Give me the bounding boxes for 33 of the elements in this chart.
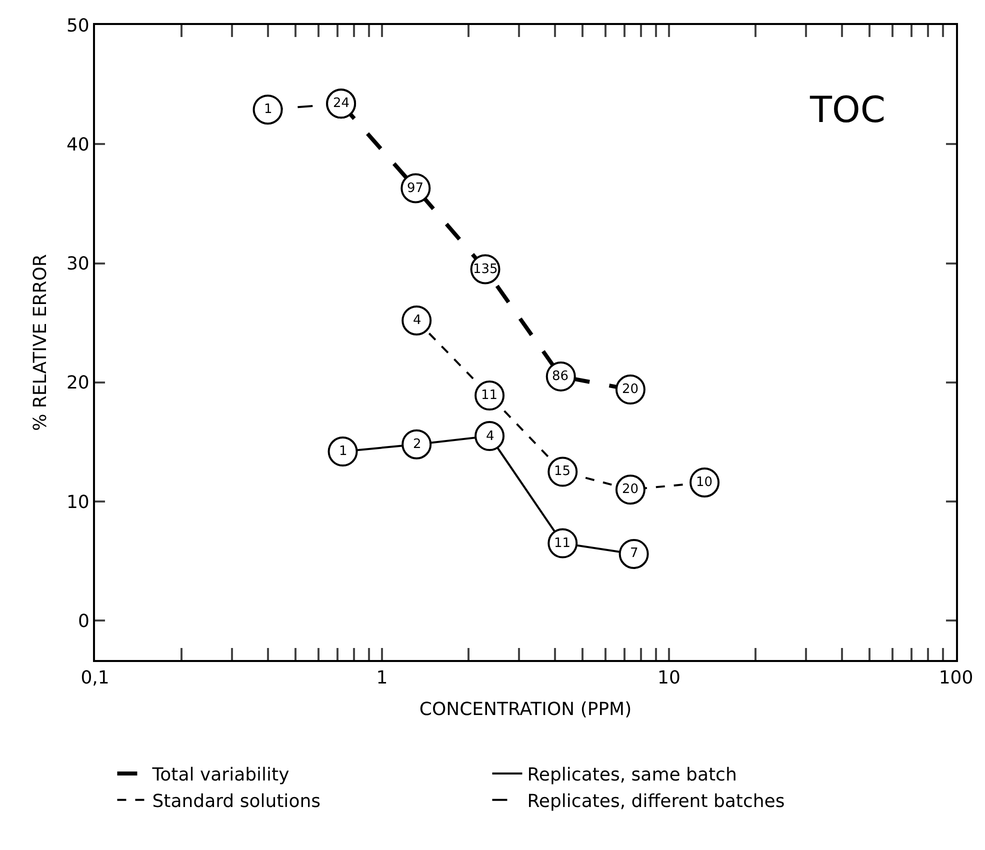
legend-label: Total variability bbox=[151, 764, 290, 786]
y-tick-label: 0 bbox=[78, 610, 90, 632]
y-tick-label: 30 bbox=[66, 254, 90, 275]
annotation: 24 bbox=[333, 96, 350, 111]
annotation: 135 bbox=[473, 262, 498, 277]
x-tick-label: 1 bbox=[376, 668, 388, 689]
annotation: 11 bbox=[481, 388, 498, 403]
annotation: 11 bbox=[554, 536, 571, 551]
x-axis-title: CONCENTRATION (PPM) bbox=[419, 699, 632, 720]
annotation: 20 bbox=[622, 382, 639, 397]
annotation: 97 bbox=[407, 181, 424, 196]
legend-label: Standard solutions bbox=[152, 790, 320, 812]
annotation: 7 bbox=[630, 546, 638, 561]
legend-label: Replicates, same batch bbox=[527, 764, 737, 786]
y-tick-label: 40 bbox=[66, 134, 90, 156]
annotation: 1 bbox=[264, 102, 272, 117]
annotation: 4 bbox=[413, 313, 422, 328]
annotation: 20 bbox=[622, 482, 639, 497]
annotation: 1 bbox=[339, 444, 348, 459]
annotation: 4 bbox=[486, 429, 494, 444]
annotation: 15 bbox=[554, 464, 571, 479]
y-axis-title: % RELATIVE ERROR bbox=[30, 254, 52, 431]
y-tick-label: 50 bbox=[66, 15, 90, 36]
annotation: 2 bbox=[413, 437, 422, 452]
legend-label: Replicates, different batches bbox=[527, 790, 785, 812]
x-tick-label: 100 bbox=[938, 668, 974, 689]
y-tick-label: 20 bbox=[66, 372, 90, 394]
text: TOC bbox=[809, 90, 886, 131]
x-tick-label: 10 bbox=[658, 668, 680, 689]
y-tick-label: 10 bbox=[66, 492, 90, 513]
annotation: 86 bbox=[552, 369, 569, 384]
x-tick-label: 0,1 bbox=[80, 668, 110, 689]
annotation: 10 bbox=[696, 475, 713, 490]
